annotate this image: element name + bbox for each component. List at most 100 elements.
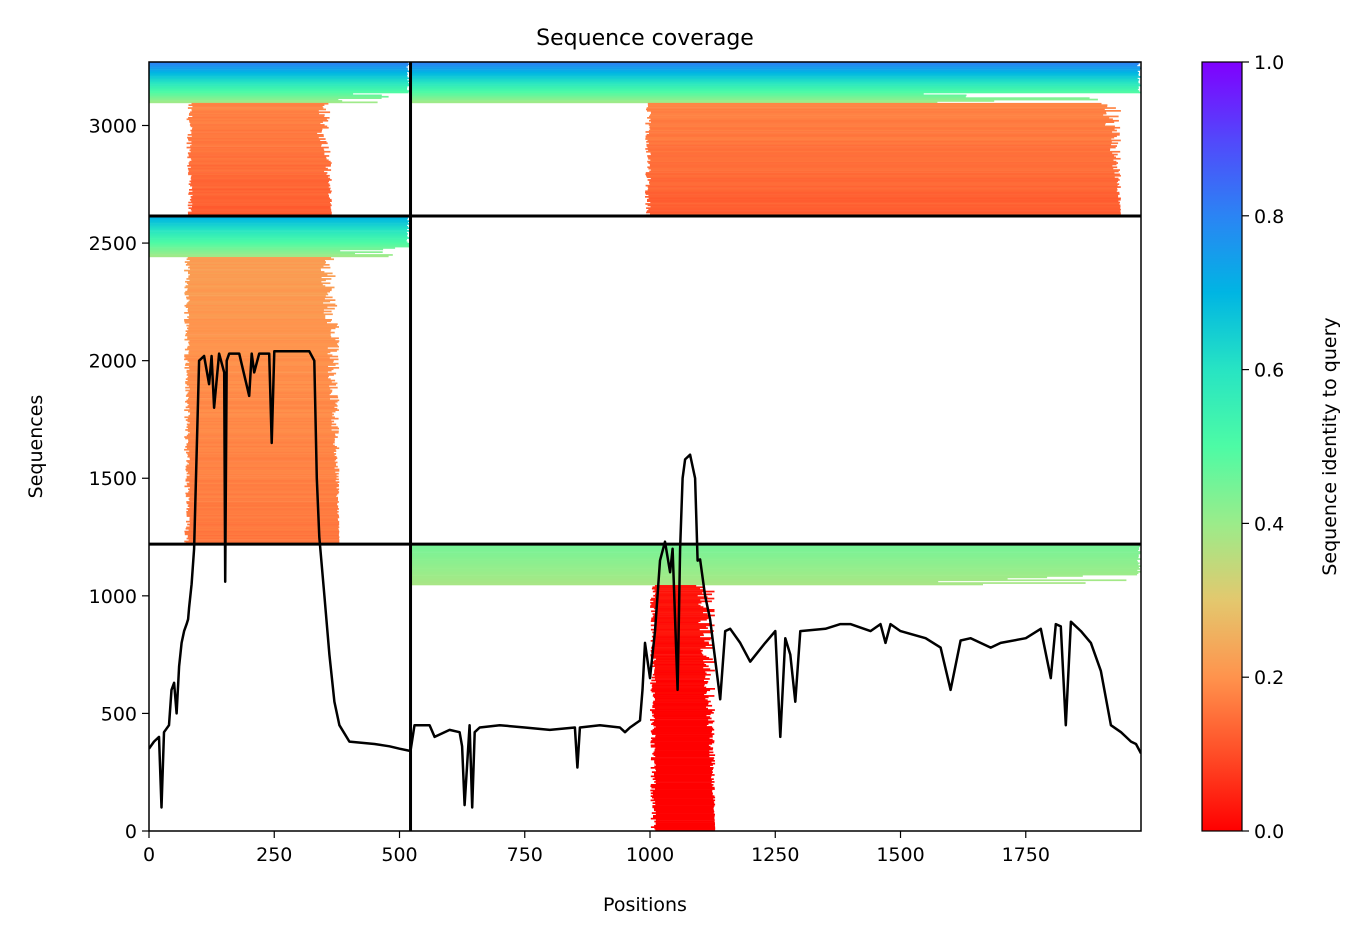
alignment-row — [188, 433, 335, 435]
alignment-row — [185, 495, 337, 498]
alignment-row — [185, 381, 332, 383]
alignment-row — [647, 200, 1119, 202]
alignment-row — [650, 744, 709, 747]
alignment-row — [650, 606, 704, 608]
alignment-row — [188, 207, 331, 209]
alignment-row — [656, 681, 709, 683]
colorbar: 0.0 0.2 0.4 0.6 0.8 1.0 — [1201, 52, 1284, 843]
alignment-row — [646, 211, 1121, 214]
alignment-row — [186, 278, 332, 280]
alignment-row — [410, 84, 1141, 87]
alignment-row — [188, 529, 339, 531]
alignment-row — [651, 723, 709, 725]
alignment-row — [187, 288, 332, 290]
alignment-row — [653, 772, 713, 775]
alignment-row — [187, 302, 324, 304]
alignment-row — [186, 470, 340, 472]
alignment-row — [189, 124, 325, 126]
y-tick-label: 0 — [125, 821, 137, 843]
alignment-row — [652, 702, 709, 704]
alignment-row — [187, 523, 340, 526]
alignment-row — [410, 86, 1139, 88]
colorbar-tick-label: 0.2 — [1254, 667, 1284, 689]
alignment-row — [187, 327, 336, 330]
alignment-row — [649, 183, 1120, 185]
alignment-row — [189, 189, 330, 191]
alignment-row — [646, 108, 1105, 111]
alignment-row — [189, 299, 336, 301]
alignment-row — [652, 733, 715, 735]
alignment-row — [190, 148, 324, 150]
colorbar-tick-label: 0.4 — [1254, 513, 1284, 535]
alignment-row — [188, 343, 337, 345]
alignment-row — [646, 141, 1112, 143]
alignment-row — [653, 816, 715, 819]
alignment-row — [648, 129, 1117, 132]
alignment-row — [185, 395, 338, 397]
alignment-row — [186, 520, 340, 523]
alignment-row — [191, 174, 330, 177]
alignment-row — [186, 510, 339, 513]
x-tick-label: 1500 — [876, 844, 924, 866]
alignment-row — [410, 100, 995, 102]
alignment-row — [187, 136, 319, 139]
alignment-row — [648, 167, 1114, 170]
alignment-row — [653, 703, 709, 706]
alignment-row — [149, 251, 383, 253]
alignment-row — [188, 313, 333, 316]
alignment-row — [652, 657, 710, 659]
alignment-row — [655, 623, 711, 625]
alignment-row — [186, 296, 333, 299]
alignment-row — [191, 132, 318, 135]
alignment-row — [188, 117, 330, 119]
alignment-row — [655, 768, 713, 771]
alignment-row — [645, 148, 1111, 150]
alignment-row — [185, 386, 338, 389]
alignment-row — [650, 826, 716, 828]
alignment-row — [649, 125, 1115, 128]
alignment-row — [655, 627, 708, 629]
coverage-line-layer — [149, 350, 1141, 809]
alignment-row — [410, 573, 1138, 576]
alignment-row — [654, 671, 706, 673]
alignment-row — [184, 292, 328, 294]
alignment-row — [149, 62, 408, 64]
alignment-row — [410, 76, 1141, 78]
alignment-row — [189, 344, 338, 347]
alignment-row — [189, 279, 326, 282]
alignment-row — [186, 472, 339, 475]
x-tick-label: 750 — [507, 844, 543, 866]
alignment-row — [191, 197, 330, 200]
alignment-row — [648, 124, 1105, 126]
alignment-row — [190, 176, 329, 178]
alignment-row — [186, 464, 337, 467]
alignment-row — [185, 527, 339, 530]
alignment-row — [190, 177, 331, 180]
alignment-row — [649, 163, 1117, 166]
alignment-row — [190, 125, 328, 128]
alignment-row — [653, 724, 707, 727]
alignment-row — [189, 481, 340, 483]
alignment-row — [184, 532, 340, 534]
alignment-row — [653, 637, 713, 639]
alignment-row — [410, 578, 1008, 580]
alignment-row — [650, 741, 715, 744]
alignment-row — [189, 518, 338, 520]
alignment-row — [653, 720, 715, 723]
alignment-row — [647, 186, 1121, 188]
alignment-row — [184, 319, 332, 321]
alignment-row — [185, 406, 335, 409]
alignment-row — [187, 454, 335, 457]
alignment-row — [410, 546, 1139, 549]
alignment-row — [648, 142, 1119, 145]
alignment-row — [410, 98, 1098, 101]
alignment-row — [187, 392, 331, 395]
alignment-row — [188, 283, 323, 286]
alignment-row — [187, 211, 332, 214]
y-tick-label: 500 — [101, 703, 137, 725]
alignment-row — [149, 254, 393, 256]
alignment-row — [188, 398, 330, 400]
alignment-row — [185, 264, 330, 266]
alignment-row — [184, 304, 338, 307]
